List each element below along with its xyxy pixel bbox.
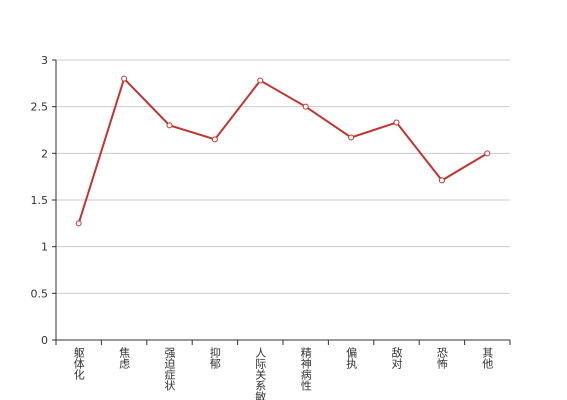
x-tick-label: 焦虑	[118, 347, 131, 369]
y-tick-label: 1.5	[31, 194, 49, 207]
y-tick-label: 2	[41, 147, 48, 160]
point	[484, 150, 491, 157]
x-tick-label: 恐怖	[435, 347, 448, 369]
x-tick-label: 抑郁	[208, 346, 221, 369]
point	[75, 220, 82, 227]
y-tick-label: 1	[41, 241, 48, 254]
x-tick-label: 人际关系敏感	[254, 347, 267, 400]
point	[393, 119, 400, 126]
line	[77, 76, 488, 224]
point	[302, 103, 309, 110]
point	[166, 122, 173, 129]
x-tick-label: 其他	[481, 347, 494, 369]
x-tick-label: 敌对	[390, 346, 403, 369]
y-tick-label: 3	[41, 54, 48, 67]
y-tick-label: 2.5	[31, 101, 49, 114]
x-tick-label: 强迫症状	[163, 347, 176, 391]
point	[438, 177, 445, 184]
point	[211, 136, 218, 143]
point	[121, 75, 128, 82]
x-tick-label: 躯体化	[72, 347, 85, 381]
point	[257, 77, 264, 84]
x-tick-label: 偏执	[345, 346, 358, 370]
y-tick-label: 0.5	[31, 287, 49, 300]
y-tick-label: 0	[41, 334, 48, 347]
x-tick-label: 精神病性	[299, 347, 312, 392]
point	[348, 134, 355, 141]
